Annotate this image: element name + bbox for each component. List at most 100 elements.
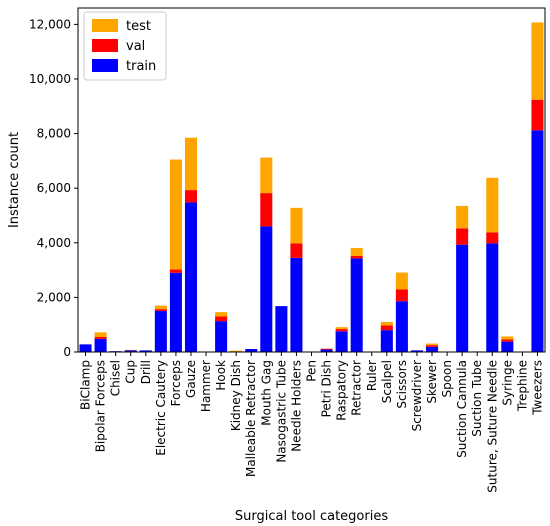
bar-test-bipolar-forceps — [94, 332, 107, 337]
legend-swatch-train — [92, 59, 118, 72]
y-axis-title: Instance count — [7, 132, 22, 228]
x-tick-label-hook: Hook — [214, 360, 228, 391]
x-tick-label-hammer: Hammer — [199, 360, 213, 412]
bar-val-retractor — [350, 255, 363, 259]
bar-train-hook — [215, 321, 228, 352]
x-tick-label-scalpel: Scalpel — [380, 360, 394, 403]
legend-swatch-val — [92, 39, 118, 52]
bar-train-scalpel — [380, 330, 393, 352]
bar-train-electric-cautery — [154, 311, 167, 352]
y-tick-label: 8,000 — [37, 127, 71, 141]
bar-train-forceps — [169, 272, 182, 352]
bar-val-syringe — [501, 339, 514, 342]
legend-label-test: test — [126, 19, 151, 34]
bar-train-syringe — [501, 341, 514, 352]
bar-train-biclamp — [79, 344, 92, 352]
bar-test-scalpel — [380, 321, 393, 326]
legend: test val train — [83, 11, 167, 81]
bar-train-gauze — [184, 202, 198, 352]
legend-label-val: val — [126, 39, 145, 54]
bar-val-needle-holders — [290, 243, 303, 258]
bar-test-mouth-gag — [260, 157, 273, 194]
bar-train-mouth-gag — [260, 226, 273, 352]
x-tick-label-retractor: Retractor — [350, 360, 364, 416]
bar-train-skewer — [425, 346, 439, 352]
bar-val-mouth-gag — [260, 193, 273, 227]
x-tick-label-trephine: Trephine — [515, 360, 529, 412]
bar-val-electric-cautery — [154, 309, 167, 312]
x-tick-label-kidney-dish: Kidney Dish — [229, 360, 243, 431]
legend-swatch-test — [92, 19, 118, 32]
x-tick-label-ruler: Ruler — [365, 360, 379, 391]
bar-train-bipolar-forceps — [94, 338, 107, 352]
bar-train-suture-suture-needle — [486, 243, 499, 352]
bar-test-needle-holders — [290, 207, 303, 244]
bar-test-raspatory — [335, 327, 348, 330]
x-tick-label-suture-suture-needle: Suture, Suture Needle — [485, 360, 499, 493]
bar-test-scissors — [395, 272, 408, 290]
x-tick-label-gauze: Gauze — [184, 360, 198, 398]
bar-val-hook — [215, 316, 228, 322]
bar-test-syringe — [501, 336, 514, 340]
bars-layer — [79, 22, 544, 352]
bar-test-electric-cautery — [154, 305, 167, 310]
y-tick-label: 6,000 — [37, 181, 71, 195]
x-tick-label-cup: Cup — [124, 360, 138, 384]
bar-train-drill — [139, 350, 152, 352]
bar-train-cup — [124, 350, 137, 352]
bar-train-tweezers — [531, 130, 544, 352]
bar-val-forceps — [169, 269, 182, 273]
x-tick-label-suction-tube: Suction Tube — [470, 360, 484, 437]
x-tick-label-forceps: Forceps — [169, 360, 183, 406]
bar-train-scissors — [395, 301, 408, 352]
x-tick-label-screwdriver: Screwdriver — [410, 360, 424, 431]
legend-label-train: train — [126, 59, 156, 74]
x-tick-label-nasogastric-tube: Nasogastric Tube — [274, 360, 288, 463]
x-tick-label-needle-holders: Needle Holders — [289, 360, 303, 452]
x-tick-label-spoon: Spoon — [440, 360, 454, 398]
x-tick-label-mouth-gag: Mouth Gag — [259, 360, 273, 426]
bar-test-forceps — [169, 159, 182, 270]
bar-train-petri-dish — [320, 349, 333, 352]
bar-test-suction-cannula — [456, 205, 469, 229]
bar-train-nasogastric-tube — [275, 306, 288, 352]
bar-test-gauze — [184, 137, 198, 191]
y-tick-label: 2,000 — [37, 290, 71, 304]
bar-test-hook — [215, 312, 228, 317]
x-tick-label-chisel: Chisel — [109, 360, 123, 396]
y-tick-label: 10,000 — [29, 72, 71, 86]
bar-val-scissors — [395, 289, 408, 302]
bar-val-skewer — [425, 345, 439, 347]
x-tick-label-suction-cannula: Suction Cannula — [455, 360, 469, 458]
bar-test-kidney-dish — [230, 350, 243, 352]
bar-train-screwdriver — [410, 350, 423, 352]
x-tick-label-raspatory: Raspatory — [335, 360, 349, 421]
y-tick-label: 12,000 — [29, 17, 71, 31]
bar-val-tweezers — [531, 99, 544, 131]
bar-train-retractor — [350, 258, 363, 352]
x-tick-label-bipolar-forceps: Bipolar Forceps — [94, 360, 108, 452]
y-tick-label: 0 — [63, 345, 71, 359]
bar-train-suction-cannula — [456, 244, 469, 352]
bar-test-skewer — [425, 343, 439, 346]
x-tick-label-scissors: Scissors — [395, 360, 409, 409]
bar-train-raspatory — [335, 331, 348, 352]
y-tick-label: 4,000 — [37, 236, 71, 250]
x-tick-label-tweezers: Tweezers — [530, 360, 544, 416]
x-tick-label-syringe: Syringe — [500, 360, 514, 406]
bar-val-suction-cannula — [456, 228, 469, 245]
x-tick-label-biclamp: BiClamp — [79, 360, 93, 410]
x-tick-label-pen: Pen — [305, 360, 319, 382]
x-tick-label-petri-dish: Petri Dish — [320, 360, 334, 417]
x-tick-label-malleable-retractor: Malleable Retractor — [244, 360, 258, 477]
bar-val-gauze — [184, 190, 198, 203]
bar-train-malleable-retractor — [245, 349, 258, 352]
bar-test-suture-suture-needle — [486, 177, 499, 233]
bar-train-needle-holders — [290, 257, 303, 352]
x-tick-label-electric-cautery: Electric Cautery — [154, 360, 168, 456]
bar-val-petri-dish — [320, 348, 333, 350]
bar-test-tweezers — [531, 22, 544, 100]
x-axis-title: Surgical tool categories — [235, 509, 388, 524]
